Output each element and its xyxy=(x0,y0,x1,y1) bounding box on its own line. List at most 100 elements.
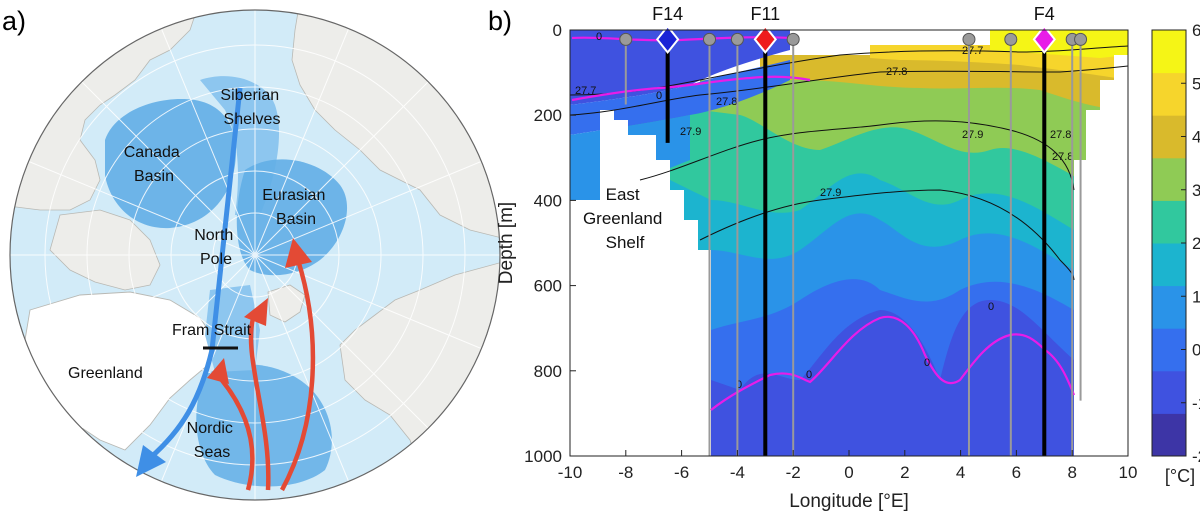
panel-a-label: a) xyxy=(2,6,26,36)
isopycnal-label: 27.9 xyxy=(680,126,701,138)
colorbar-segment xyxy=(1152,328,1186,372)
colorbar-tick-label: 6 xyxy=(1192,21,1200,40)
colorbar-tick-label: -1 xyxy=(1192,394,1200,413)
x-tick-label: -8 xyxy=(618,463,633,482)
y-tick-label: 400 xyxy=(534,191,562,210)
mooring-circle xyxy=(730,32,744,46)
section-water-4c xyxy=(700,80,1100,190)
shelf-label: East Greenland Shelf xyxy=(583,185,667,252)
isotherm-labels: 0 0 0 0 0 0 xyxy=(596,31,994,391)
x-tick-label: -6 xyxy=(674,463,689,482)
canada-basin xyxy=(105,99,236,229)
colorbar-tick-label: -2 xyxy=(1192,447,1200,466)
y-axis-label: Depth [m] xyxy=(496,202,517,284)
y-tick-label: 1000 xyxy=(524,447,562,466)
float-diamond xyxy=(655,24,680,54)
colorbar-tick-label: 5 xyxy=(1192,74,1200,93)
colorbar-segment xyxy=(1152,285,1186,329)
graticule xyxy=(10,10,500,500)
isopycnal-label: 27.7 xyxy=(962,45,983,57)
panel-b-label: b) xyxy=(488,6,512,36)
y-tick-label: 800 xyxy=(534,362,562,381)
mooring-lines xyxy=(619,32,1088,456)
x-tick-label: 0 xyxy=(844,463,853,482)
colorbar-segment xyxy=(1152,72,1186,116)
isopycnal-label: 27.9 xyxy=(962,129,983,141)
colorbar: -2 -1 0 1 2 3 4 5 6 xyxy=(1151,21,1200,466)
y-tick-label: 600 xyxy=(534,277,562,296)
seafloor-east xyxy=(1074,55,1128,456)
y-axis: 0 200 400 600 800 1000 xyxy=(524,21,576,466)
x-tick-label: 4 xyxy=(956,463,965,482)
seafloor-west xyxy=(570,110,711,456)
colorbar-segment xyxy=(1152,157,1186,201)
colorbar-segment xyxy=(1152,413,1186,457)
nordic-seas-label: Nordic Seas xyxy=(187,420,238,461)
isotherm-label: 0 xyxy=(988,301,994,313)
float-diamond xyxy=(1032,24,1056,54)
x-tick-label: -2 xyxy=(786,463,801,482)
isotherm-label: 0 xyxy=(736,379,742,391)
mooring-circle xyxy=(1074,32,1088,46)
colorbar-tick-label: 4 xyxy=(1192,128,1200,147)
isotherm-label: 0 xyxy=(656,90,662,102)
colorbar-segment xyxy=(1152,115,1186,159)
atlantic-arrow-eurasian-head xyxy=(285,238,312,268)
colorbar-segment xyxy=(1152,30,1186,74)
colorbar-segment xyxy=(1152,370,1186,414)
isopycnal-label: 27.9 xyxy=(820,187,841,199)
colorbar-segment xyxy=(1152,243,1186,287)
atlantic-arrow-fram xyxy=(248,311,271,491)
section-water-5c xyxy=(760,55,1128,110)
canada-basin-label: Canada Basin xyxy=(124,144,185,185)
mooring-circle xyxy=(1004,32,1018,46)
float-label: F11 xyxy=(750,4,780,24)
north-pole-label: North Pole xyxy=(194,227,238,268)
colorbar-unit: [°C] xyxy=(1165,466,1195,486)
x-axis-label: Longitude [°E] xyxy=(789,491,909,512)
isopycnal-label: 27.8 xyxy=(886,66,907,78)
siberian-shelves-label: Siberian Shelves xyxy=(220,87,283,128)
x-tick-label: 2 xyxy=(900,463,909,482)
mooring-circle xyxy=(619,32,633,46)
float-markers: F14 F11 F4 xyxy=(652,4,1056,456)
x-tick-label: -10 xyxy=(558,463,583,482)
x-tick-label: 8 xyxy=(1067,463,1076,482)
x-axis: -10 -8 -6 -4 -2 0 2 4 6 8 10 xyxy=(558,450,1138,482)
mooring-circle xyxy=(786,32,800,46)
panel-a: a) xyxy=(2,6,501,501)
svalbard-land xyxy=(267,284,306,323)
greenland-label: Greenland xyxy=(68,365,143,382)
float-label: F4 xyxy=(1034,4,1055,24)
arctic-map xyxy=(10,10,500,500)
isopycnal-label: 27.7 xyxy=(575,85,596,97)
polar-arrow-head xyxy=(136,445,166,477)
atlantic-arrow-fram-head xyxy=(244,298,268,326)
float-label: F14 xyxy=(652,4,683,24)
isotherm-label: 0 xyxy=(924,357,930,369)
atlantic-arrow-nordic-head xyxy=(207,358,229,384)
isopycnal-label: 27.8 xyxy=(1052,151,1073,163)
colorbar-tick-label: 2 xyxy=(1192,234,1200,253)
colorbar-tick-label: 0 xyxy=(1192,341,1200,360)
isotherm-label: 0 xyxy=(596,31,602,43)
fram-strait-label: Fram Strait xyxy=(172,322,252,339)
atlantic-arrow-eurasian xyxy=(280,259,316,492)
colorbar-tick-label: 1 xyxy=(1192,287,1200,306)
isopycnal-label: 27.8 xyxy=(716,96,737,108)
float-diamond xyxy=(753,24,777,54)
colorbar-segment xyxy=(1152,200,1186,244)
x-tick-label: 10 xyxy=(1119,463,1138,482)
y-tick-label: 0 xyxy=(553,21,562,40)
panel-b: b) 27.7 27. xyxy=(488,4,1200,512)
x-tick-label: 6 xyxy=(1012,463,1021,482)
y-tick-label: 200 xyxy=(534,106,562,125)
isopycnal-label: 27.8 xyxy=(1050,129,1071,141)
colorbar-tick-label: 3 xyxy=(1192,181,1200,200)
polar-water-arrow xyxy=(148,87,243,460)
eurasian-basin-label: Eurasian Basin xyxy=(262,187,330,228)
mooring-circle xyxy=(962,32,976,46)
arctic-archipelago-land xyxy=(49,209,161,291)
section-water-hot xyxy=(990,30,1128,58)
